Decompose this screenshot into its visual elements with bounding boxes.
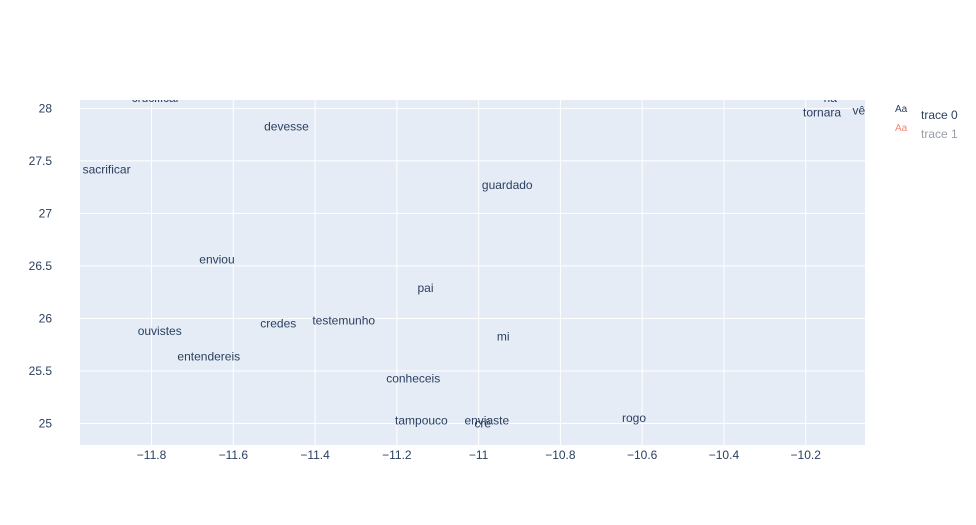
- point-label: pai: [417, 281, 433, 295]
- legend-label-trace-0: trace 0: [921, 108, 958, 122]
- x-tick-label: −11.8: [137, 448, 167, 462]
- point-label: entendereis: [177, 349, 240, 363]
- point-label: mi: [497, 329, 510, 343]
- point-label: credes: [260, 317, 296, 331]
- grid-lines: [80, 100, 865, 445]
- point-label: crê: [474, 416, 491, 430]
- x-tick-label: −11.4: [300, 448, 330, 462]
- legend-label-trace-1: trace 1: [921, 127, 958, 141]
- y-tick-label: 27: [39, 206, 53, 220]
- point-label: crucificar: [132, 91, 180, 105]
- y-tick-label: 28: [39, 101, 53, 115]
- point-label: guardado: [482, 178, 533, 192]
- x-tick-label: −10.2: [791, 448, 822, 462]
- plot-background: [80, 100, 865, 445]
- x-tick-label: −10.6: [627, 448, 658, 462]
- point-label: tampouco: [395, 413, 448, 427]
- point-label: sacrificar: [83, 162, 131, 176]
- point-label: rla: [824, 91, 838, 105]
- x-tick-label: −11.6: [219, 448, 249, 462]
- point-label: ouvistes: [138, 324, 182, 338]
- y-tick-label: 27.5: [29, 154, 53, 168]
- point-label: testemunho: [312, 314, 375, 328]
- data-points: crucificar devesse sacrificar guardado envio…: [83, 91, 866, 430]
- y-tick-label: 26: [39, 311, 53, 325]
- legend-item-trace-1[interactable]: Aa trace 1: [895, 123, 958, 141]
- point-label: devesse: [264, 119, 309, 133]
- legend[interactable]: Aa trace 0 Aa trace 1: [895, 104, 958, 141]
- legend-swatch-trace-0: Aa: [895, 104, 908, 115]
- point-label: tornara: [803, 106, 841, 120]
- x-tick-label: −10.4: [709, 448, 740, 462]
- point-label: enviou: [199, 253, 234, 267]
- y-tick-label: 25.5: [29, 364, 53, 378]
- x-tick-label: −10.8: [545, 448, 576, 462]
- x-tick-label: −11.2: [382, 448, 412, 462]
- legend-item-trace-0[interactable]: Aa trace 0: [895, 104, 958, 122]
- point-label: enviaste: [464, 413, 509, 427]
- y-tick-label: 25: [39, 416, 53, 430]
- x-tick-label: −11: [469, 448, 489, 462]
- y-tick-label: 26.5: [29, 259, 53, 273]
- y-axis: 25 25.5 26 26.5 27 27.5 28: [29, 101, 53, 430]
- x-axis: −11.8 −11.6 −11.4 −11.2 −11 −10.8 −10.6 −10.4 −1…: [137, 448, 821, 462]
- point-label: rogo: [622, 411, 646, 425]
- legend-swatch-trace-1: Aa: [895, 123, 908, 134]
- point-label: vê: [853, 104, 866, 118]
- point-label: conheceis: [386, 371, 440, 385]
